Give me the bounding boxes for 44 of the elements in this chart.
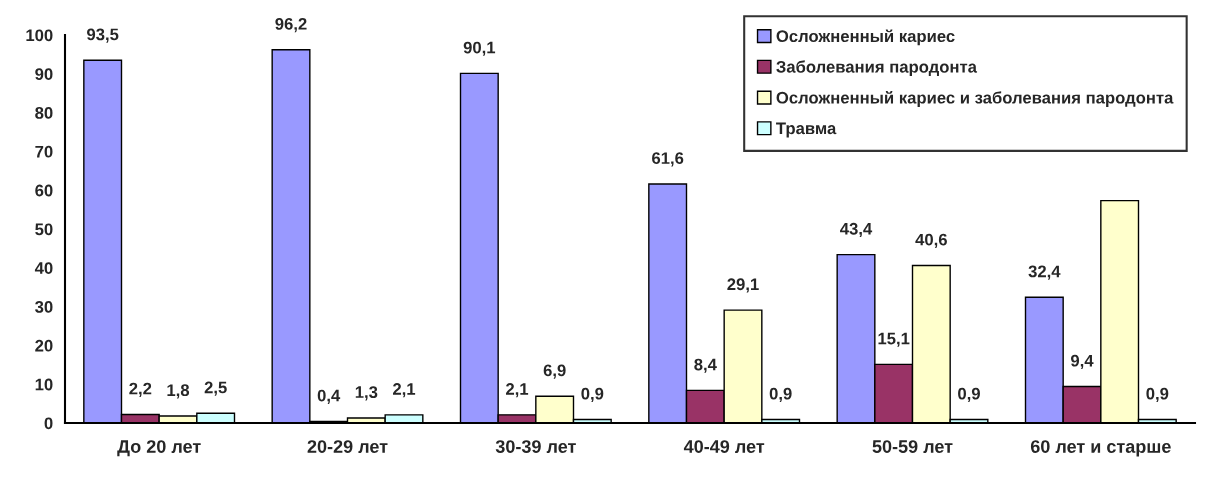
x-tick-label: 30-39 лет [495,440,576,453]
data-label: 0,9 [1146,387,1169,402]
data-label: 0,9 [581,387,604,402]
data-label: 93,5 [87,28,119,43]
x-tick-label: 50-59 лет [872,440,953,453]
data-label: 2,1 [505,383,529,398]
y-tick-label: 30 [35,301,53,313]
data-label: 40,6 [915,233,947,248]
y-tick-label: 40 [34,262,53,274]
data-label: 90,1 [463,41,496,56]
y-tick-label: 20 [35,339,53,352]
data-label: 61,6 [652,152,684,167]
y-tick-label: 90 [35,68,53,80]
legend-label: Заболевания пародонта [776,60,978,77]
data-label: 29,1 [727,278,759,293]
data-label: 2,2 [129,382,152,397]
y-tick-label: 10 [35,378,53,391]
data-label: 2,1 [392,383,416,398]
x-tick-label: 60 лет и старше [1030,440,1171,457]
legend-label: Осложненный кариес и заболевания пародонта [776,91,1174,107]
y-tick-label: 80 [35,107,53,119]
data-label: 43,4 [840,222,873,238]
y-tick-label: 100 [26,29,53,42]
data-label: 6,9 [543,364,566,379]
data-label: 8,4 [694,358,717,373]
x-tick-label: 40-49 лет [683,440,765,453]
data-label: 15,1 [878,332,910,347]
y-tick-label: 50 [35,223,53,236]
y-tick-label: 60 [35,184,53,197]
legend-label: Травма [776,122,837,138]
x-tick-label: До 20 лет [117,440,201,457]
data-label: 2,5 [204,381,227,396]
data-label: 9,4 [1070,354,1094,369]
data-label: 32,4 [1028,265,1061,280]
data-label: 1,8 [167,384,190,399]
data-label: 1,3 [355,386,378,401]
y-tick-label: 0 [44,417,53,430]
legend-label: Осложненный кариес [776,29,955,46]
y-tick-label: 70 [35,145,53,158]
x-tick-label: 20-29 лет [307,440,388,453]
data-label: 0,9 [769,387,792,402]
data-label: 0,9 [958,387,980,402]
data-label: 96,2 [275,17,307,33]
data-label: 0,4 [317,389,341,404]
